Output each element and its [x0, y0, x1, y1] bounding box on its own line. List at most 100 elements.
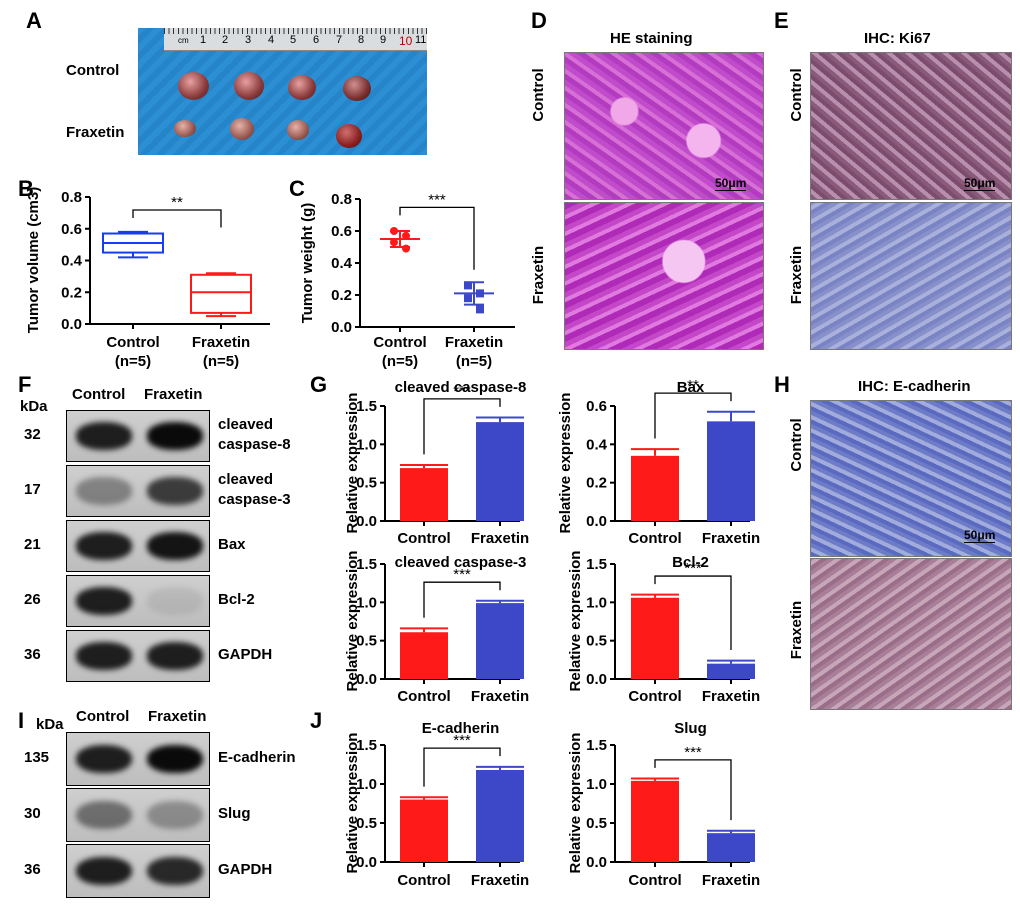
- significance-label: ***: [453, 566, 471, 583]
- tumor-control-2: [234, 72, 264, 100]
- band-fraxetin: [146, 744, 204, 774]
- significance-label: ***: [453, 383, 471, 400]
- band-fraxetin: [146, 856, 204, 886]
- x-tick-label: Fraxetin: [702, 688, 760, 705]
- y-tick-label: 0.8: [61, 189, 82, 206]
- panel-label-g: G: [310, 372, 328, 397]
- blot-kda-marker: 36: [24, 861, 41, 878]
- x-sublabel: (n=5): [115, 353, 151, 370]
- band-control: [75, 422, 133, 450]
- significance-bracket: [399, 206, 475, 270]
- y-axis-label: Relative expression: [557, 393, 574, 534]
- blot-strip: [66, 732, 210, 786]
- blot-kda-marker: 36: [24, 646, 41, 663]
- band-control: [75, 856, 133, 886]
- y-tick-label: 0.4: [331, 255, 353, 272]
- tumor-photo: cm 1 2 3 4 5 6 7 8 9 10 11: [138, 28, 427, 155]
- ecad-scale-bar: 50μm: [964, 528, 996, 543]
- bar: [476, 422, 524, 521]
- x-tick-label: Control: [628, 530, 681, 547]
- x-tick-label: Fraxetin: [471, 688, 529, 705]
- y-tick-label: 1.0: [356, 776, 377, 793]
- y-tick-label: 0.6: [586, 398, 607, 415]
- blot-strip: [66, 465, 210, 517]
- blot-strip: [66, 630, 210, 682]
- x-tick-label: Fraxetin: [702, 530, 760, 547]
- tumor-fraxetin-4: [336, 124, 362, 148]
- y-tick-label: 0.4: [61, 253, 83, 270]
- x-tick-label: Control: [397, 872, 450, 889]
- data-point: [464, 294, 472, 303]
- blot-protein-label: cleaved caspase-8: [218, 416, 291, 453]
- he-title: HE staining: [610, 30, 693, 47]
- blot-kda-marker: 135: [24, 749, 50, 766]
- band-fraxetin: [146, 532, 204, 560]
- blot-protein-label: cleaved caspase-3: [218, 471, 291, 508]
- significance-label: **: [687, 377, 699, 394]
- significance-bracket: [423, 581, 501, 618]
- blot-i-lane-control: Control: [76, 708, 130, 725]
- significance-bracket: [132, 209, 222, 228]
- y-tick-label: 1.0: [356, 436, 377, 453]
- panel-label-b: B: [18, 176, 34, 201]
- y-tick-label: 0.5: [356, 475, 377, 492]
- he-control-image: [564, 52, 764, 200]
- y-tick-label: 1.5: [356, 737, 377, 754]
- ecad-fraxetin-image: [810, 558, 1012, 710]
- y-tick-label: 1.0: [586, 594, 607, 611]
- y-tick-label: 0.2: [61, 284, 82, 301]
- y-tick-label: 1.5: [586, 556, 607, 573]
- tumor-control-3: [288, 75, 316, 100]
- panel-label-h: H: [774, 372, 790, 397]
- ki67-control-image: [810, 52, 1012, 200]
- significance-label: ***: [428, 191, 446, 208]
- x-sublabel: (n=5): [382, 353, 418, 370]
- ruler-tick: 1: [200, 34, 207, 46]
- blot-protein-label: Bcl-2: [218, 591, 255, 608]
- chart-title: Bcl-2: [672, 554, 709, 571]
- significance-label: ***: [684, 744, 702, 761]
- bar: [631, 455, 679, 521]
- data-point: [390, 227, 398, 235]
- y-tick-label: 1.5: [586, 737, 607, 754]
- ruler-tick: 10: [399, 34, 413, 48]
- bar: [631, 780, 679, 862]
- blot-i-kda: kDa: [36, 716, 64, 733]
- band-control: [75, 532, 133, 560]
- band-fraxetin: [146, 422, 204, 450]
- ruler-tick: 4: [268, 34, 275, 46]
- y-tick-label: 0.0: [331, 319, 352, 336]
- x-sublabel: (n=5): [203, 353, 239, 370]
- band-fraxetin: [146, 642, 204, 670]
- ecad-ihc-title: IHC: E-cadherin: [858, 378, 971, 395]
- y-tick-label: 0.0: [586, 513, 607, 530]
- y-tick-label: 0.0: [356, 671, 377, 688]
- band-control: [75, 587, 133, 615]
- panel-label-d: D: [531, 8, 547, 33]
- ki67-fraxetin-image: [810, 202, 1012, 350]
- x-tick-label: Control: [397, 688, 450, 705]
- y-axis-label: Relative expression: [567, 733, 584, 874]
- band-control: [75, 800, 133, 830]
- significance-bracket: [654, 392, 732, 439]
- y-tick-label: 0.2: [586, 475, 607, 492]
- blot-protein-label: E-cadherin: [218, 749, 296, 766]
- y-tick-label: 0.5: [586, 633, 607, 650]
- ruler-tick: 9: [380, 34, 387, 46]
- blot-protein-label: Slug: [218, 805, 251, 822]
- blot-strip: [66, 410, 210, 462]
- y-tick-label: 0.6: [331, 223, 352, 240]
- ruler-unit: cm: [178, 36, 189, 45]
- blot-kda-marker: 32: [24, 426, 41, 443]
- y-axis-label: Tumor weight (g): [299, 203, 316, 324]
- x-tick-label: Fraxetin: [471, 530, 529, 547]
- bar: [400, 632, 448, 679]
- y-tick-label: 0.5: [356, 815, 377, 832]
- x-tick-label: Control: [628, 872, 681, 889]
- blot-strip: [66, 520, 210, 572]
- y-tick-label: 0.0: [586, 854, 607, 871]
- y-tick-label: 0.0: [586, 671, 607, 688]
- ki67-title: IHC: Ki67: [864, 30, 931, 47]
- y-axis-label: Relative expression: [344, 733, 361, 874]
- ruler: [164, 28, 427, 51]
